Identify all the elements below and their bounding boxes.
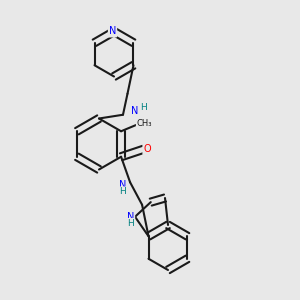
Text: CH₃: CH₃	[137, 119, 152, 128]
Text: H: H	[140, 103, 147, 112]
Text: N: N	[109, 26, 116, 37]
Text: O: O	[143, 144, 151, 154]
Text: N: N	[131, 106, 138, 116]
Text: H: H	[119, 187, 126, 196]
Text: N: N	[119, 180, 126, 190]
Text: N: N	[127, 212, 134, 222]
Text: H: H	[127, 219, 134, 228]
